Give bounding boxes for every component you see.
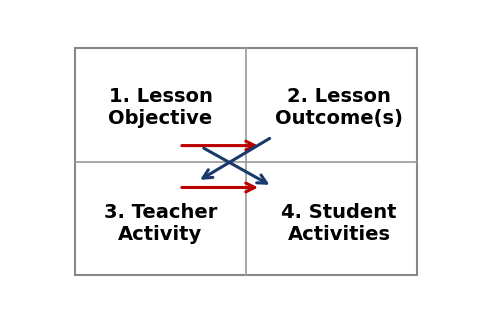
Text: 1. Lesson
Objective: 1. Lesson Objective: [108, 87, 213, 128]
Text: 3. Teacher
Activity: 3. Teacher Activity: [104, 203, 217, 244]
Text: 4. Student
Activities: 4. Student Activities: [281, 203, 397, 244]
Text: 2. Lesson
Outcome(s): 2. Lesson Outcome(s): [275, 87, 403, 128]
